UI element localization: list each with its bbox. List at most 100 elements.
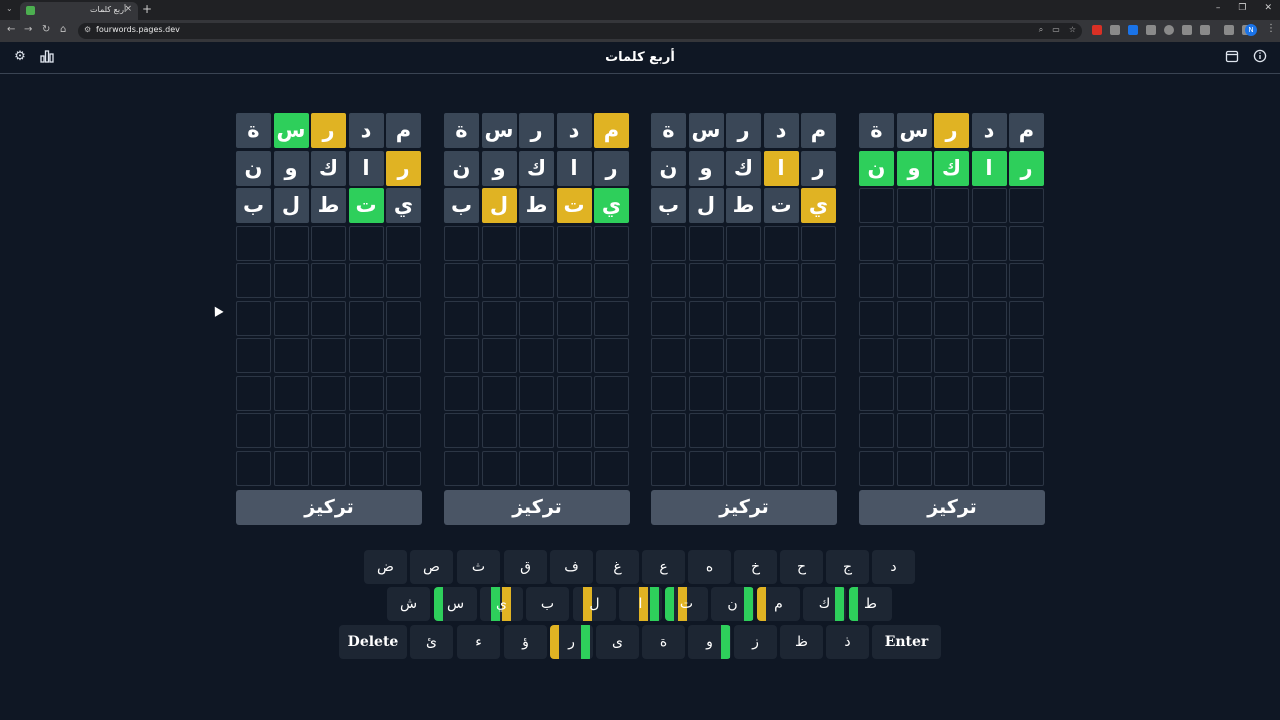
board-cell (688, 338, 724, 373)
close-window-icon[interactable]: ✕ (1264, 3, 1272, 13)
settings-gear-icon[interactable]: ⚙ (14, 49, 26, 64)
stats-chart-icon[interactable] (39, 49, 55, 65)
keyboard-key[interactable]: ن (711, 587, 754, 621)
keyboard-key[interactable]: ك (803, 587, 846, 621)
keyboard-key[interactable]: ه (688, 550, 731, 584)
enter-key[interactable]: Enter (872, 625, 941, 659)
key-label: ع (659, 559, 668, 575)
extension-icon[interactable] (1146, 25, 1156, 35)
board-cell (348, 450, 384, 486)
tab-close-icon[interactable]: × (124, 4, 132, 14)
keyboard-key[interactable]: ذ (826, 625, 869, 659)
keyboard-key[interactable]: ص (410, 550, 453, 584)
board-cell (859, 263, 894, 298)
extension-icon[interactable] (1164, 25, 1174, 35)
zoom-icon[interactable]: ⌕ (1038, 25, 1044, 34)
calendar-icon[interactable] (1224, 49, 1240, 65)
keyboard-key[interactable]: ز (734, 625, 777, 659)
delete-key[interactable]: Delete (339, 625, 407, 659)
board-cell: ي (386, 188, 421, 223)
window-controls: – ❐ ✕ (1216, 3, 1272, 13)
board-cell: ة (236, 113, 271, 148)
board-cell (934, 225, 969, 261)
keyboard-key[interactable]: س (434, 587, 477, 621)
board-cell (444, 375, 479, 411)
keyboard-key[interactable]: ا (619, 587, 662, 621)
minimize-icon[interactable]: – (1215, 3, 1221, 13)
board-cell (236, 338, 271, 373)
keyboard-key[interactable]: ي (480, 587, 523, 621)
url-text[interactable]: fourwords.pages.dev (96, 25, 180, 34)
board-cell: ا (348, 150, 384, 186)
restore-icon[interactable]: ❐ (1238, 3, 1247, 13)
address-bar[interactable]: ⚙ fourwords.pages.dev ⌕ ▭ ☆ (78, 23, 1082, 39)
browser-menu-icon[interactable]: ⋮ (1266, 23, 1276, 34)
board-cell (1009, 413, 1044, 448)
keyboard-key[interactable]: د (872, 550, 915, 584)
key-label: ى (612, 634, 623, 650)
home-icon[interactable]: ⌂ (60, 24, 67, 35)
keyboard-key[interactable]: و (688, 625, 731, 659)
focus-button[interactable]: تركيز (444, 490, 630, 525)
extension-icon[interactable] (1092, 25, 1102, 35)
extension-icon[interactable] (1224, 25, 1234, 35)
site-info-icon[interactable]: ⚙ (84, 25, 92, 34)
back-icon[interactable]: ← (7, 24, 16, 35)
keyboard-key[interactable]: ئ (410, 625, 453, 659)
new-tab-button[interactable]: + (142, 2, 153, 16)
extension-icon[interactable] (1110, 25, 1120, 35)
board-cell (481, 413, 517, 448)
keyboard-key[interactable]: ر (550, 625, 593, 659)
keyboard-key[interactable]: م (757, 587, 800, 621)
reload-icon[interactable]: ↻ (42, 24, 51, 35)
key-label: ط (864, 596, 877, 612)
keyboard-key[interactable]: غ (596, 550, 639, 584)
keyboard-key[interactable]: ق (504, 550, 547, 584)
board-cell (1009, 375, 1044, 411)
board-cell: س (273, 113, 309, 148)
board-cell (651, 375, 686, 411)
focus-button[interactable]: تركيز (859, 490, 1045, 525)
keyboard-key[interactable]: ى (596, 625, 639, 659)
board-cell (763, 413, 799, 448)
forward-icon[interactable]: → (24, 24, 33, 35)
browser-tab[interactable]: أربع كلمات × (20, 2, 138, 20)
keyboard-key[interactable]: ع (642, 550, 685, 584)
keyboard-key[interactable]: ح (780, 550, 823, 584)
extension-icon[interactable] (1128, 25, 1138, 35)
key-label: ظ (795, 634, 808, 650)
key-label: ص (423, 559, 440, 575)
keyboard-key[interactable]: ة (642, 625, 685, 659)
keyboard-key[interactable]: ض (364, 550, 407, 584)
board-cell (934, 263, 969, 298)
keyboard-key[interactable]: ف (550, 550, 593, 584)
bookmark-star-icon[interactable]: ☆ (1068, 25, 1076, 34)
keyboard-key[interactable]: ء (457, 625, 500, 659)
profile-avatar[interactable]: N (1245, 24, 1257, 36)
board-cell: ر (311, 113, 346, 148)
keyboard-key[interactable]: ظ (780, 625, 823, 659)
keyboard-key[interactable]: ل (573, 587, 616, 621)
keyboard-key[interactable]: ج (826, 550, 869, 584)
info-icon[interactable] (1252, 49, 1268, 65)
board-cell (726, 225, 761, 261)
keyboard-key[interactable]: ت (665, 587, 708, 621)
board-cell (481, 300, 517, 336)
extension-icon[interactable] (1182, 25, 1192, 35)
board-cell (801, 225, 836, 261)
extensions-puzzle-icon[interactable] (1200, 25, 1210, 35)
keyboard-key[interactable]: ث (457, 550, 500, 584)
key-label: ث (471, 559, 486, 575)
keyboard-key[interactable]: خ (734, 550, 777, 584)
board-cell (1009, 188, 1044, 223)
focus-button[interactable]: تركيز (651, 490, 837, 525)
focus-button[interactable]: تركيز (236, 490, 422, 525)
board-cell (1009, 450, 1044, 486)
keyboard-key[interactable]: ط (849, 587, 892, 621)
extensions-bar (1092, 25, 1252, 35)
keyboard-key[interactable]: ب (526, 587, 569, 621)
install-icon[interactable]: ▭ (1052, 25, 1060, 34)
keyboard-key[interactable]: ش (387, 587, 430, 621)
keyboard-key[interactable]: ؤ (504, 625, 547, 659)
tab-search-icon[interactable]: ⌄ (6, 4, 13, 13)
